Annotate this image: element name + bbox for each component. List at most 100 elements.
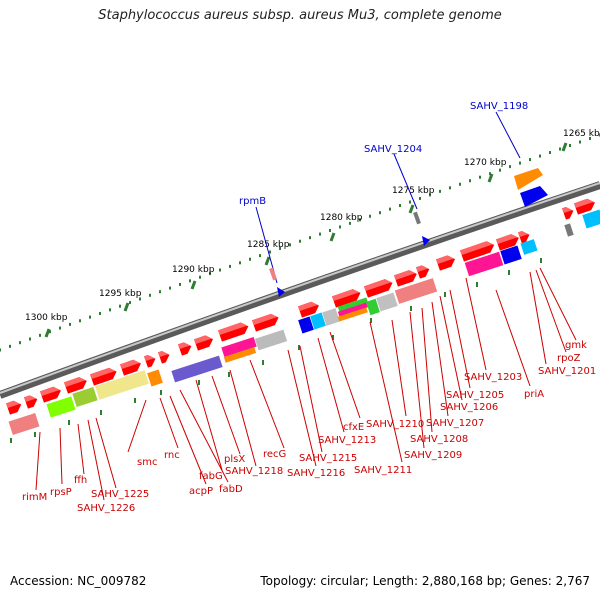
- label-leader-line: [421, 307, 433, 433]
- label-leader-line: [35, 431, 41, 491]
- gene-arrow-highlight: [90, 367, 117, 380]
- gene-arrow: [194, 335, 214, 351]
- feature-block: [520, 239, 538, 255]
- scale-dot: [459, 182, 461, 186]
- lower-tick: [298, 345, 300, 350]
- pointer-arrow: [277, 287, 285, 297]
- lower-tick: [540, 258, 542, 263]
- scale-dot: [589, 137, 591, 141]
- scale-dot: [559, 147, 561, 151]
- lower-tick: [10, 438, 12, 443]
- scale-dot: [69, 322, 71, 326]
- scale-tick: [408, 204, 415, 214]
- scale-label: 1265 kbp: [563, 129, 600, 139]
- gene-arrow-highlight: [252, 313, 279, 326]
- gene-arrow: [40, 386, 61, 403]
- highlight-sahv1204[interactable]: SAHV_1204: [364, 144, 430, 246]
- scale-label: 1280 kbp: [320, 213, 363, 223]
- scale-tick: [487, 173, 494, 183]
- scale-dot: [399, 204, 401, 208]
- gene-arrow: [514, 168, 543, 190]
- scale-dot: [279, 246, 281, 250]
- label-leader-line: [95, 417, 117, 489]
- lower-tick: [34, 432, 36, 437]
- gene-track: [6, 198, 595, 415]
- lower-tick: [410, 306, 412, 311]
- gene-label: SAHV_1213: [318, 435, 376, 446]
- gene-arrow: [90, 367, 117, 386]
- feature-block: [8, 413, 40, 435]
- gene-arrow-highlight: [218, 322, 249, 336]
- gene-label: fabD: [219, 484, 243, 495]
- scale-dot: [319, 232, 321, 236]
- scale-dot: [89, 315, 91, 319]
- label-leader-line: [127, 399, 147, 453]
- gene-label: SAHV_1210: [366, 419, 424, 430]
- scale-dot: [549, 151, 551, 155]
- highlight-rpmb[interactable]: rpmB: [239, 196, 285, 297]
- scale-dot: [519, 161, 521, 165]
- feature-block: [72, 386, 98, 408]
- scale-dot: [209, 272, 211, 276]
- label-leader-line: [59, 427, 63, 485]
- scale-dot: [429, 193, 431, 197]
- gene-arrow-highlight: [120, 359, 141, 370]
- gene-label: acpP: [189, 486, 213, 497]
- scale-tick: [561, 142, 568, 152]
- scale-dot: [389, 207, 391, 211]
- label-leader-line: [87, 419, 105, 501]
- gene-arrow: [158, 351, 170, 364]
- gene-box: [269, 267, 277, 281]
- gene-arrow-highlight: [24, 395, 38, 403]
- feature-block: [337, 297, 368, 312]
- scale-dot: [409, 200, 411, 204]
- scale-dot: [369, 214, 371, 218]
- label-leader-line: [229, 369, 257, 467]
- gene-arrow: [332, 289, 361, 308]
- gene-arrow: [24, 395, 38, 409]
- scale-dot: [509, 165, 511, 169]
- scale-dot: [569, 144, 571, 148]
- feature-block: [147, 369, 163, 387]
- scale-dot: [189, 279, 191, 283]
- gene-box: [413, 211, 421, 225]
- gene-arrow: [6, 400, 22, 415]
- label-leader-line: [409, 311, 425, 449]
- gene-arrow: [574, 198, 595, 215]
- scale-dot: [479, 175, 481, 179]
- gene-arrow-highlight: [496, 234, 519, 245]
- lower-tick: [370, 318, 372, 323]
- gene-label: SAHV_1206: [440, 402, 498, 413]
- feature-block: [464, 251, 504, 277]
- label-leader-line: [77, 423, 85, 475]
- highlight-label: rpmB: [239, 196, 266, 207]
- lower-tick: [262, 360, 264, 365]
- map-title: Staphylococcus aureus subsp. aureus Mu3,…: [98, 8, 502, 23]
- lower-tick: [160, 390, 162, 395]
- gene-arrow-highlight: [574, 198, 595, 209]
- gene-label: SAHV_1203: [464, 372, 522, 383]
- gene-arrow: [460, 241, 495, 262]
- gene-arrow: [298, 301, 319, 318]
- scale-dot: [99, 311, 101, 315]
- gene-arrow: [562, 207, 574, 220]
- label-leader-line: [369, 321, 403, 463]
- scale-dot: [109, 308, 111, 312]
- scale-dot: [579, 140, 581, 144]
- pointer-arrow: [422, 236, 430, 246]
- label-leader-line: [299, 345, 323, 453]
- gene-arrow-highlight: [416, 265, 430, 273]
- gene-arrow-highlight: [332, 289, 361, 302]
- scale-dot: [169, 286, 171, 290]
- gene-arrow-highlight: [460, 241, 495, 256]
- highlight-sahv1198[interactable]: SAHV_1198: [470, 101, 548, 207]
- feature-block: [254, 329, 288, 351]
- scale-dot: [39, 333, 41, 337]
- gene-label: SAHV_1215: [299, 453, 357, 464]
- gene-label: SAHV_1226: [77, 503, 135, 514]
- feature-block: [366, 298, 380, 316]
- scale-dot: [239, 261, 241, 265]
- gene-label: SAHV_1225: [91, 489, 149, 500]
- lower-tick: [332, 335, 334, 340]
- accession-text: Accession: NC_009782: [10, 574, 147, 588]
